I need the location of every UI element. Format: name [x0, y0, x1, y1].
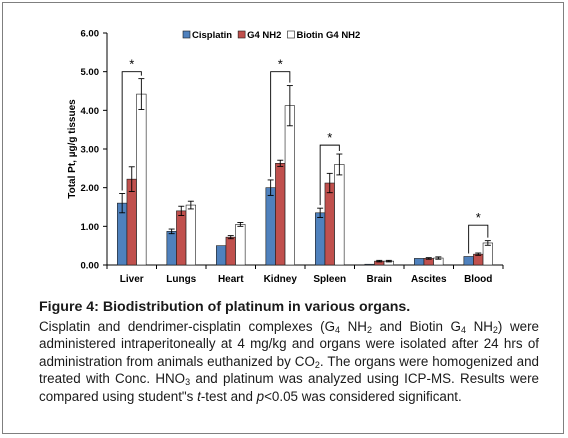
bar [482, 242, 493, 266]
x-tick-label: Kidney [264, 274, 298, 285]
bar [176, 210, 187, 266]
bar [284, 105, 295, 266]
x-tick-label: Ascites [411, 274, 447, 285]
y-tick-label: 4.00 [81, 106, 100, 117]
significance-label: * [327, 130, 332, 145]
y-axis-label: Total Pt, µg/g tissues [67, 99, 78, 199]
figure-panel: 0.00 1.00 2.00 3.00 4.00 5.00 6.00 Liver Lungs He… [2, 2, 564, 434]
y-tick-label: 5.00 [81, 67, 100, 78]
x-tick-label: Blood [464, 274, 492, 285]
caption-body: Cisplatin and dendrimer-cisplatin comple… [39, 318, 539, 404]
bar [463, 256, 474, 266]
y-tick-label: 2.00 [81, 183, 100, 194]
bar-chart: 0.00 1.00 2.00 3.00 4.00 5.00 6.00 Liver Lungs He… [67, 29, 504, 285]
x-tick-label: Liver [120, 274, 144, 285]
significance-label: * [476, 210, 481, 225]
caption-title: Figure 4: Biodistribution of platinum in… [39, 299, 411, 315]
legend-label: Biotin G4 NH2 [296, 30, 360, 41]
significance-bracket [121, 71, 142, 191]
bar [315, 212, 326, 266]
y-tick-label: 3.00 [81, 145, 100, 156]
bar [324, 182, 335, 266]
x-tick-label: Lungs [166, 274, 196, 285]
figure-caption: Figure 4: Biodistribution of platinum in… [39, 299, 539, 406]
y-tick-label: 6.00 [81, 29, 100, 40]
legend-swatch [182, 30, 191, 39]
x-tick-label: Spleen [313, 274, 346, 285]
significance-label: * [278, 57, 283, 72]
legend-swatch [287, 30, 295, 39]
bar [216, 245, 227, 266]
bar [275, 163, 286, 266]
significance-bracket [270, 71, 291, 177]
legend-swatch [237, 30, 246, 39]
x-tick-label: Brain [366, 274, 392, 285]
bar [166, 231, 177, 266]
significance-bracket [319, 144, 340, 206]
x-tick-label: Heart [218, 274, 244, 285]
legend-label: G4 NH2 [247, 30, 281, 41]
significance-bracket [468, 224, 489, 254]
bar [235, 224, 246, 266]
bar [265, 187, 276, 266]
bar [126, 178, 137, 266]
legend-label: Cisplatin [192, 30, 232, 41]
bar [473, 253, 484, 266]
bar [185, 204, 196, 266]
bar [414, 258, 425, 266]
bar [334, 164, 345, 266]
bar [364, 263, 375, 266]
bar [136, 93, 147, 266]
significance-label: * [129, 57, 134, 72]
y-tick-label: 1.00 [81, 222, 100, 233]
y-tick-label: 0.00 [81, 261, 100, 272]
bar [225, 236, 236, 266]
